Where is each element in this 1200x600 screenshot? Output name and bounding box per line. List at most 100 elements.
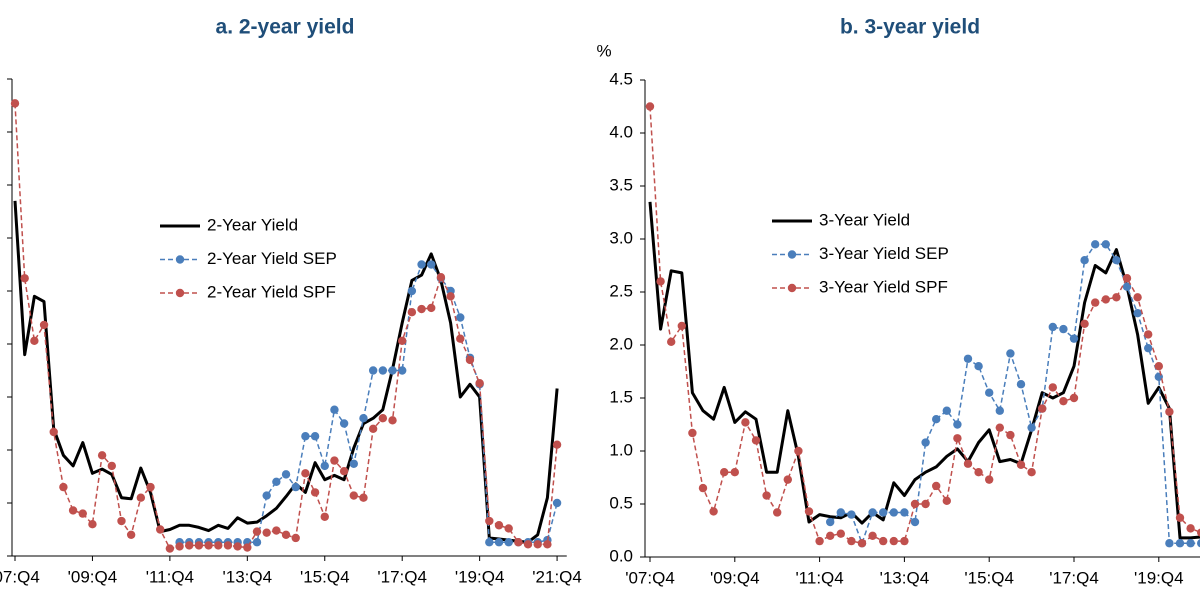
series-marker — [20, 274, 29, 283]
y-tick-label: 4.5 — [609, 69, 633, 88]
series-marker — [1133, 309, 1142, 318]
y-axis-label: % — [596, 41, 611, 60]
series-marker — [1059, 324, 1068, 334]
y-tick-label: 1.0 — [609, 440, 633, 459]
x-tick-label: '13:Q4 — [880, 568, 930, 587]
series-marker — [291, 533, 300, 543]
series-marker — [185, 541, 194, 550]
series-marker — [847, 536, 856, 546]
series-marker — [953, 420, 962, 429]
series-marker — [932, 481, 941, 491]
series-marker — [995, 406, 1004, 415]
x-tick-label: '17:Q4 — [377, 567, 427, 586]
series-marker — [407, 308, 417, 317]
series-marker — [900, 536, 909, 546]
series-marker — [504, 524, 513, 533]
series-marker — [175, 542, 184, 551]
series-marker — [889, 508, 898, 517]
series-marker — [879, 508, 888, 517]
series-marker — [1016, 380, 1026, 389]
series-marker — [1133, 293, 1142, 302]
series-marker — [378, 414, 388, 423]
series-line — [829, 243, 1200, 544]
series-marker — [1027, 423, 1036, 432]
legend-marker — [175, 255, 185, 264]
x-tick-label: '07:Q4 — [625, 568, 675, 587]
series-marker — [533, 540, 542, 549]
series-marker — [494, 538, 504, 547]
series-marker — [1122, 282, 1132, 291]
series-marker — [552, 440, 562, 449]
series-marker — [921, 499, 930, 509]
series-marker — [932, 415, 941, 424]
series-marker — [985, 388, 994, 397]
series-marker — [794, 446, 803, 456]
series-marker — [68, 506, 78, 515]
series-marker — [677, 321, 686, 331]
series-marker — [953, 434, 962, 443]
series-marker — [804, 507, 814, 516]
series-marker — [645, 102, 655, 111]
series-marker — [97, 451, 107, 460]
series-marker — [1122, 274, 1132, 283]
series-marker — [974, 468, 983, 477]
legend-marker — [787, 250, 797, 259]
series-marker — [388, 366, 397, 375]
series-marker — [1038, 404, 1047, 413]
series-marker — [910, 499, 920, 509]
legend-marker — [175, 288, 185, 298]
series-marker — [310, 488, 320, 497]
series-marker — [427, 303, 436, 313]
series-marker — [900, 508, 909, 517]
series-line — [649, 106, 1200, 544]
series-line — [14, 103, 558, 550]
series-marker — [417, 304, 426, 314]
series-line — [179, 263, 558, 543]
series-marker — [494, 521, 504, 530]
series-marker — [194, 541, 204, 550]
series-marker — [398, 366, 407, 375]
series-marker — [836, 529, 845, 538]
series-marker — [783, 475, 792, 484]
series-marker — [1048, 322, 1058, 332]
series-marker — [1144, 330, 1153, 339]
series-marker — [320, 512, 329, 521]
series-marker — [78, 509, 87, 518]
series-marker — [262, 528, 271, 537]
series-marker — [868, 531, 877, 540]
x-tick-label: '19:Q4 — [455, 567, 505, 586]
series-marker — [709, 507, 718, 516]
series-marker — [349, 491, 358, 500]
series-marker — [485, 538, 494, 547]
series-marker — [1091, 298, 1100, 307]
series-marker — [349, 459, 358, 468]
series-marker — [1027, 468, 1036, 477]
series-marker — [243, 543, 252, 552]
series-marker — [281, 470, 291, 479]
series-marker — [751, 436, 761, 445]
series-marker — [1101, 240, 1111, 249]
series-marker — [688, 428, 697, 438]
series-marker — [942, 496, 951, 506]
series-marker — [963, 354, 973, 363]
series-marker — [368, 424, 378, 433]
series-marker — [117, 516, 126, 526]
x-tick-label: '09:Q4 — [710, 568, 760, 587]
y-tick-label: 2.0 — [609, 334, 633, 353]
series-marker — [330, 405, 339, 414]
series-marker — [857, 539, 867, 548]
y-tick-label: 1.5 — [609, 387, 633, 406]
series-marker — [88, 520, 97, 529]
legend-label: 3-Year Yield SEP — [819, 244, 949, 263]
series-marker — [514, 538, 523, 547]
series-marker — [1197, 539, 1200, 548]
series-marker — [762, 491, 771, 500]
series-marker — [156, 525, 165, 534]
legend-label: 2-Year Yield SEP — [207, 249, 337, 268]
series-marker — [1197, 528, 1200, 537]
series-marker — [1154, 362, 1164, 371]
series-marker — [815, 536, 824, 546]
series-marker — [262, 491, 271, 500]
